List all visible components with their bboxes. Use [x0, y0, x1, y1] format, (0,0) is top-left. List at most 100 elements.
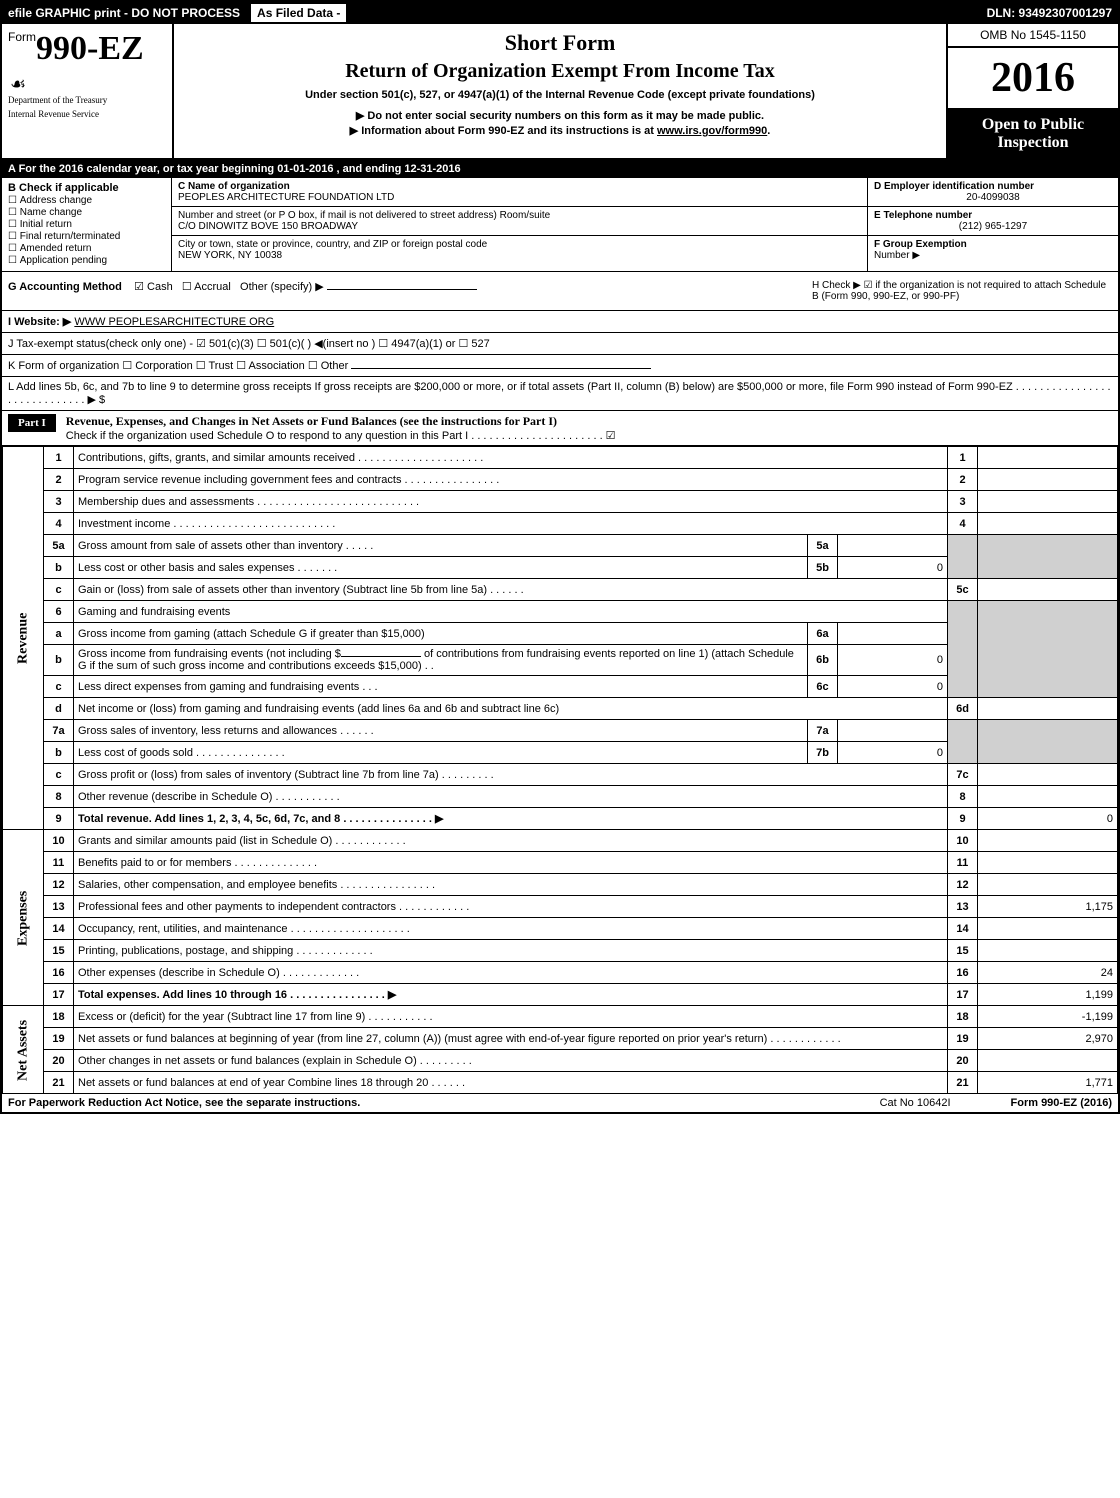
section-h-schedule-b: H Check ▶ ☑ if the organization is not r…: [812, 280, 1112, 302]
open-to-public-badge: Open to Public Inspection: [948, 110, 1118, 158]
part-i-lines-table: Revenue 1 Contributions, gifts, grants, …: [2, 446, 1118, 1094]
line-12-value: [978, 874, 1118, 896]
line-4-desc: Investment income . . . . . . . . . . . …: [74, 513, 948, 535]
line-1-value: [978, 447, 1118, 469]
form-header: Form990-EZ ☙ Department of the Treasury …: [2, 24, 1118, 160]
efile-notice: efile GRAPHIC print - DO NOT PROCESS: [2, 6, 246, 20]
line-1-rnum: 1: [948, 447, 978, 469]
net-assets-side-label: Net Assets: [3, 1006, 44, 1094]
line-21-desc: Net assets or fund balances at end of ye…: [74, 1072, 948, 1094]
instructions-link[interactable]: www.irs.gov/form990: [657, 125, 767, 137]
line-8-value: [978, 786, 1118, 808]
part-i-header-row: Part I Revenue, Expenses, and Changes in…: [2, 411, 1118, 446]
line-5c-desc: Gain or (loss) from sale of assets other…: [74, 579, 948, 601]
line-13-value: 1,175: [978, 896, 1118, 918]
line-19-value: 2,970: [978, 1028, 1118, 1050]
cb-accrual[interactable]: ☐ Accrual: [182, 281, 231, 293]
line-11-desc: Benefits paid to or for members . . . . …: [74, 852, 948, 874]
line-14-desc: Occupancy, rent, utilities, and maintena…: [74, 918, 948, 940]
subtitle-section-code: Under section 501(c), 527, or 4947(a)(1)…: [182, 89, 938, 101]
as-filed-data: As Filed Data -: [250, 3, 347, 23]
line-6d-value: [978, 698, 1118, 720]
line-5b-mini-value: 0: [838, 557, 948, 579]
ein-value: 20-4099038: [874, 192, 1112, 203]
department-line-1: Department of the Treasury: [2, 95, 172, 109]
main-title: Return of Organization Exempt From Incom…: [182, 60, 938, 83]
line-6a-desc: Gross income from gaming (attach Schedul…: [74, 623, 808, 645]
line-7b-mini-value: 0: [838, 742, 948, 764]
section-b-title: B Check if applicable: [8, 182, 165, 194]
ein-label: D Employer identification number: [874, 181, 1112, 192]
department-line-2: Internal Revenue Service: [2, 109, 172, 123]
line-17-desc: Total expenses. Add lines 10 through 16 …: [74, 984, 948, 1006]
section-k-form-of-org: K Form of organization ☐ Corporation ☐ T…: [2, 355, 1118, 377]
line-7a-desc: Gross sales of inventory, less returns a…: [74, 720, 808, 742]
line-6c-desc: Less direct expenses from gaming and fun…: [74, 676, 808, 698]
tel-label: E Telephone number: [874, 210, 1112, 221]
group-exemption-number: Number ▶: [874, 250, 1112, 261]
omb-number: OMB No 1545-1150: [948, 24, 1118, 48]
line-7c-value: [978, 764, 1118, 786]
line-3-value: [978, 491, 1118, 513]
form-title-block: Short Form Return of Organization Exempt…: [172, 24, 948, 158]
line-15-desc: Printing, publications, postage, and shi…: [74, 940, 948, 962]
section-b-checkboxes: B Check if applicable ☐ Address change ☐…: [2, 178, 172, 271]
street-label: Number and street (or P O box, if mail i…: [178, 210, 861, 221]
line-11-value: [978, 852, 1118, 874]
part-i-schedule-o-check: Check if the organization used Schedule …: [66, 430, 616, 442]
form-of-org-other-input[interactable]: [351, 368, 651, 369]
line-5a-desc: Gross amount from sale of assets other t…: [74, 535, 808, 557]
line-10-desc: Grants and similar amounts paid (list in…: [74, 830, 948, 852]
org-name-label: C Name of organization: [178, 181, 861, 192]
section-d-e-f: D Employer identification number 20-4099…: [868, 178, 1118, 271]
cb-address-change[interactable]: ☐ Address change: [8, 195, 165, 206]
form-name-footer: Form 990-EZ (2016): [1011, 1097, 1113, 1109]
section-a-tax-year: A For the 2016 calendar year, or tax yea…: [2, 160, 1118, 178]
tel-value: (212) 965-1297: [874, 221, 1112, 232]
page-footer: For Paperwork Reduction Act Notice, see …: [2, 1094, 1118, 1112]
line-6b-mini-value: 0: [838, 645, 948, 676]
cb-application-pending[interactable]: ☐ Application pending: [8, 255, 165, 266]
line-5b-desc: Less cost or other basis and sales expen…: [74, 557, 808, 579]
entity-info-grid: B Check if applicable ☐ Address change ☐…: [2, 178, 1118, 272]
accounting-method-label: G Accounting Method: [8, 281, 122, 293]
line-7c-desc: Gross profit or (loss) from sales of inv…: [74, 764, 948, 786]
cb-final-return[interactable]: ☐ Final return/terminated: [8, 231, 165, 242]
form-identity-block: Form990-EZ ☙ Department of the Treasury …: [2, 24, 172, 158]
section-c-org-info: C Name of organization PEOPLES ARCHITECT…: [172, 178, 868, 271]
cb-cash[interactable]: ☑ Cash: [134, 281, 173, 293]
line-15-value: [978, 940, 1118, 962]
form-page: efile GRAPHIC print - DO NOT PROCESS As …: [0, 0, 1120, 1114]
line-1-desc: Contributions, gifts, grants, and simila…: [74, 447, 948, 469]
section-g-h: G Accounting Method ☑ Cash ☐ Accrual Oth…: [2, 272, 1118, 311]
line-3-desc: Membership dues and assessments . . . . …: [74, 491, 948, 513]
city-value: NEW YORK, NY 10038: [178, 250, 861, 261]
line-16-value: 24: [978, 962, 1118, 984]
street-value: C/O DINOWITZ BOVE 150 BROADWAY: [178, 221, 861, 232]
expenses-side-label: Expenses: [3, 830, 44, 1006]
accounting-other-input[interactable]: [327, 289, 477, 290]
line-6d-desc: Net income or (loss) from gaming and fun…: [74, 698, 948, 720]
line-8-desc: Other revenue (describe in Schedule O) .…: [74, 786, 948, 808]
line-19-desc: Net assets or fund balances at beginning…: [74, 1028, 948, 1050]
group-exemption-label: F Group Exemption: [874, 239, 1112, 250]
line-6c-mini-value: 0: [838, 676, 948, 698]
part-i-badge: Part I: [8, 414, 56, 432]
org-name-value: PEOPLES ARCHITECTURE FOUNDATION LTD: [178, 192, 861, 203]
form-prefix: Form: [8, 30, 36, 44]
line-12-desc: Salaries, other compensation, and employ…: [74, 874, 948, 896]
line-18-desc: Excess or (deficit) for the year (Subtra…: [74, 1006, 948, 1028]
section-l-gross-receipts: L Add lines 5b, 6c, and 7b to line 9 to …: [2, 377, 1118, 411]
line-10-value: [978, 830, 1118, 852]
header-right-block: OMB No 1545-1150 2016 Open to Public Ins…: [948, 24, 1118, 158]
cb-amended-return[interactable]: ☐ Amended return: [8, 243, 165, 254]
line-17-value: 1,199: [978, 984, 1118, 1006]
line-20-value: [978, 1050, 1118, 1072]
line-6a-mini-value: [838, 623, 948, 645]
cb-initial-return[interactable]: ☐ Initial return: [8, 219, 165, 230]
cb-name-change[interactable]: ☐ Name change: [8, 207, 165, 218]
dln-number: DLN: 93492307001297: [987, 6, 1118, 20]
section-i-website: I Website: ▶ WWW PEOPLESARCHITECTURE ORG: [2, 311, 1118, 333]
line-20-desc: Other changes in net assets or fund bala…: [74, 1050, 948, 1072]
short-form-heading: Short Form: [182, 30, 938, 56]
